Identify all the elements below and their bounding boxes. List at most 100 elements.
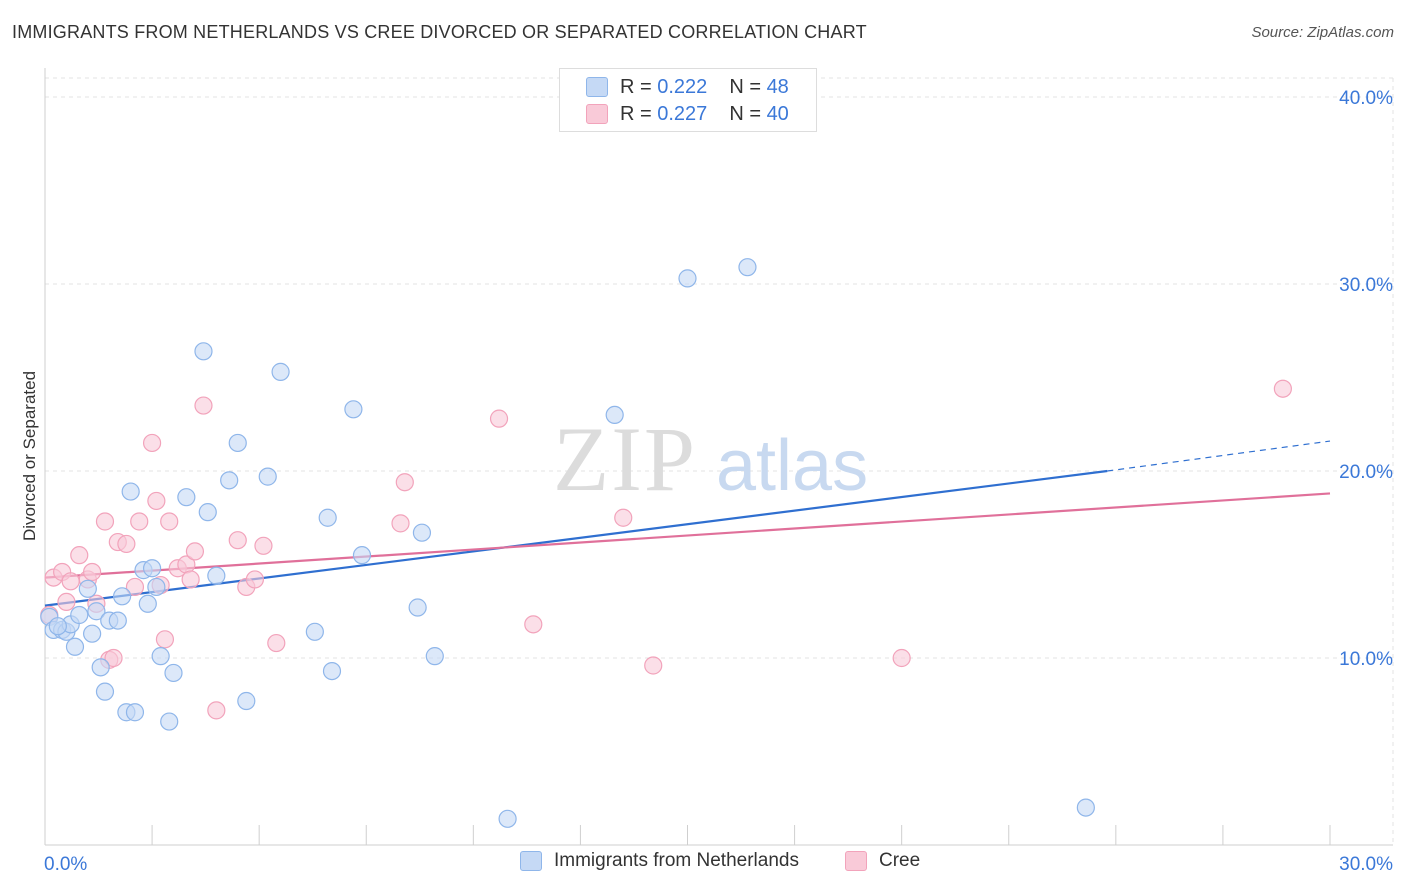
y-tick-label: 40.0% (1339, 88, 1393, 109)
watermark-zip: ZIP (553, 408, 697, 510)
y-tick-label: 30.0% (1339, 275, 1393, 296)
r-label: R = (620, 75, 652, 98)
point-cree (147, 491, 166, 511)
point-cree (181, 570, 200, 589)
cree-swatch (586, 104, 608, 124)
stats-legend-row-netherlands: R = 0.222 N = 48 (586, 75, 789, 99)
point-netherlands (125, 703, 145, 722)
point-netherlands (138, 594, 157, 613)
point-cree (83, 562, 102, 582)
trend-lines (44, 440, 1331, 607)
point-cree (245, 570, 264, 589)
point-netherlands (95, 682, 115, 701)
legend-label-netherlands: Immigrants from Netherlands (554, 850, 799, 871)
point-netherlands (142, 559, 162, 578)
point-netherlands (408, 598, 427, 617)
point-cree (70, 546, 89, 565)
stats-legend-row-cree: R = 0.227 N = 40 (586, 102, 789, 126)
chart-source: Source: ZipAtlas.com (1251, 24, 1394, 41)
point-cree (185, 542, 205, 561)
point-netherlands (160, 712, 179, 731)
r-value-netherlands: 0.222 (657, 75, 708, 98)
point-cree (228, 531, 247, 550)
trend-line-cree (44, 492, 1331, 579)
point-netherlands (207, 566, 226, 585)
n-value-netherlands: 48 (766, 75, 789, 98)
point-netherlands (87, 602, 106, 621)
point-netherlands (194, 342, 213, 361)
point-netherlands (412, 523, 432, 542)
r-value-cree: 0.227 (657, 102, 708, 125)
point-cree (391, 514, 410, 533)
tick-labels: 10.0% 20.0% 30.0% 40.0% 0.0% 30.0% (44, 88, 1393, 875)
point-cree (892, 648, 911, 668)
point-cree (1273, 379, 1292, 398)
point-netherlands (305, 622, 324, 641)
axes (44, 68, 1393, 846)
point-cree (614, 508, 633, 527)
point-netherlands (318, 508, 337, 527)
r-label: R = (620, 102, 652, 125)
point-netherlands (151, 647, 170, 666)
y-tick-label: 20.0% (1339, 462, 1393, 483)
point-netherlands (738, 258, 757, 277)
point-netherlands (228, 433, 247, 453)
point-netherlands (605, 405, 624, 424)
point-netherlands (121, 482, 140, 501)
legend-item-cree[interactable]: Cree (845, 850, 920, 872)
legend-label-cree: Cree (879, 850, 921, 871)
point-cree (125, 577, 145, 597)
point-netherlands (352, 546, 372, 565)
point-netherlands (344, 400, 363, 419)
point-cree (207, 701, 226, 720)
data-points (40, 258, 1292, 828)
watermark-atlas: atlas (716, 426, 868, 506)
point-netherlands (164, 663, 183, 683)
point-netherlands (322, 661, 342, 681)
x-tick-label: 0.0% (44, 854, 87, 875)
point-netherlands (678, 269, 697, 288)
point-netherlands (220, 471, 239, 490)
point-cree (57, 592, 76, 612)
point-netherlands (78, 579, 97, 598)
point-netherlands (70, 605, 89, 625)
cree-legend-swatch (845, 851, 867, 871)
x-tick-label: 30.0% (1339, 854, 1393, 875)
netherlands-legend-swatch (520, 851, 542, 871)
point-netherlands (198, 503, 217, 522)
point-cree (524, 615, 543, 634)
point-netherlands (237, 691, 256, 711)
netherlands-swatch (586, 77, 608, 97)
series-legend: Immigrants from Netherlands Cree (0, 850, 1406, 878)
point-netherlands (112, 587, 132, 606)
point-netherlands (1076, 798, 1095, 817)
point-netherlands (177, 488, 196, 507)
point-netherlands (91, 658, 110, 677)
n-label: N = (729, 102, 761, 125)
point-cree (95, 512, 115, 531)
point-netherlands (425, 647, 444, 666)
point-cree (142, 433, 162, 453)
trend-line-extension-netherlands (1107, 440, 1331, 472)
point-netherlands (258, 467, 277, 486)
n-label: N = (729, 75, 761, 98)
point-cree (104, 648, 123, 668)
y-tick-label: 10.0% (1339, 649, 1393, 670)
point-cree (489, 409, 509, 428)
point-netherlands (48, 617, 67, 636)
watermark: ZIP atlas (553, 408, 868, 510)
point-cree (194, 396, 213, 415)
point-netherlands (65, 637, 85, 656)
n-value-cree: 40 (766, 102, 789, 125)
legend-item-netherlands[interactable]: Immigrants from Netherlands (520, 850, 799, 872)
chart-title: IMMIGRANTS FROM NETHERLANDS VS CREE DIVO… (12, 22, 867, 42)
point-cree (644, 656, 663, 675)
point-cree (61, 572, 80, 591)
trend-line-netherlands (44, 469, 1108, 607)
point-cree (155, 630, 175, 649)
point-netherlands (83, 624, 102, 643)
stats-legend: R = 0.222 N = 48 R = 0.227 N = 40 (559, 68, 817, 132)
point-cree (130, 512, 149, 531)
point-netherlands (498, 809, 517, 828)
